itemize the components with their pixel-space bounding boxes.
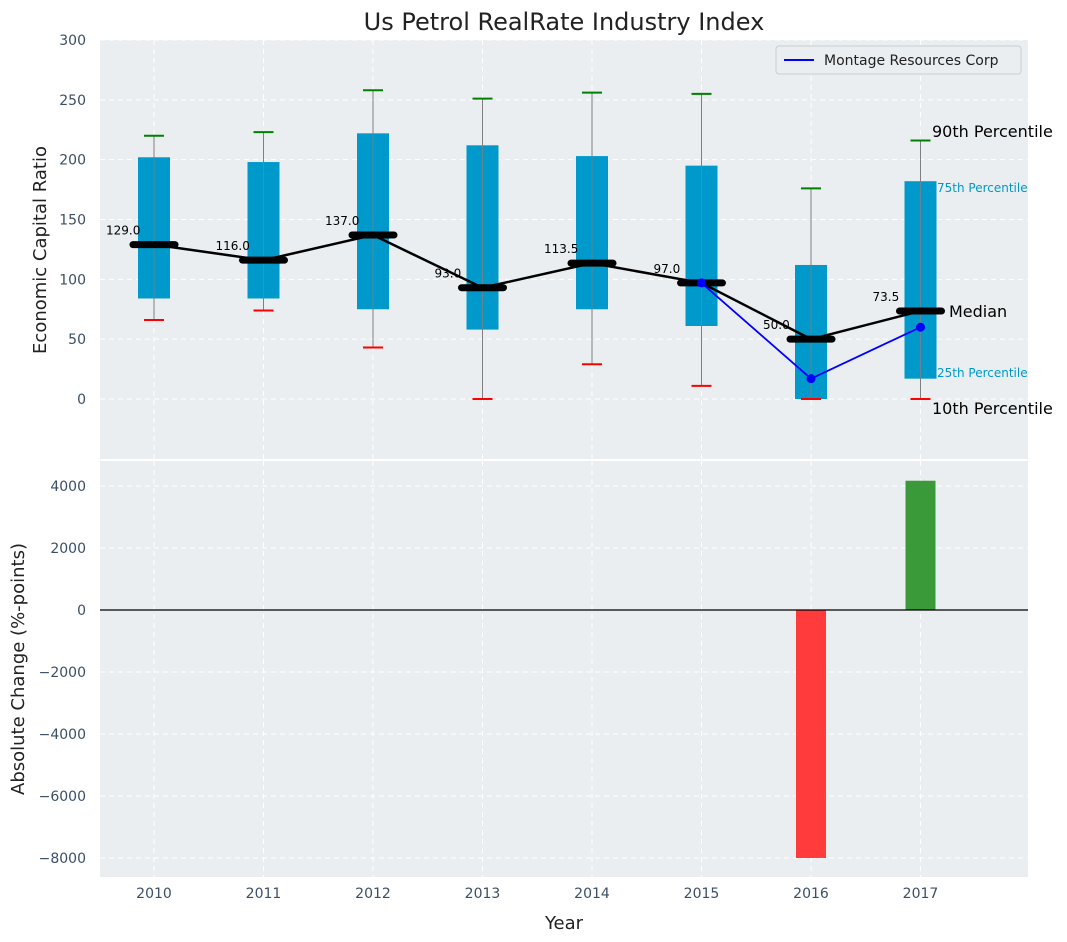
top-y-tick-label: 0 — [77, 392, 86, 408]
bottom-y-tick-label: −6000 — [39, 789, 86, 805]
change-bar — [905, 480, 936, 610]
bottom-y-tick-label: −2000 — [39, 665, 86, 681]
median-annotation: Median — [949, 302, 1007, 321]
x-axis-label: Year — [544, 913, 584, 934]
p25-annotation: 25th Percentile — [937, 366, 1028, 380]
company-point — [697, 278, 706, 288]
median-value-label: 116.0 — [216, 239, 250, 253]
top-y-tick-label: 150 — [59, 213, 86, 229]
bottom-grid — [100, 461, 1028, 877]
top-y-tick-label: 50 — [68, 332, 86, 348]
median-value-label: 129.0 — [106, 224, 140, 238]
median-value-label: 137.0 — [325, 214, 359, 228]
x-tick-label: 2017 — [903, 886, 939, 902]
bottom-y-tick-label: 2000 — [50, 541, 86, 557]
top-y-axis-label: Economic Capital Ratio — [30, 146, 51, 354]
legend-box — [775, 45, 1022, 75]
box-plot-area: 129.0 116.0 137.0 93.0 113.5 97.0 50.0 73.5 — [106, 89, 945, 400]
median-value-label: 97.0 — [654, 262, 681, 276]
median-value-label: 93.0 — [435, 267, 462, 281]
median-value-label: 50.0 — [763, 318, 790, 332]
bottom-y-axis-label: Absolute Change (%-points) — [8, 543, 29, 795]
legend: Montage Resources Corp — [775, 45, 1022, 75]
median-line — [153, 233, 921, 341]
bottom-y-tick-label: 0 — [77, 603, 86, 619]
p10-annotation: 10th Percentile — [932, 399, 1053, 418]
top-y-tick-label: 300 — [59, 33, 86, 49]
x-tick-label: 2012 — [355, 886, 391, 902]
top-y-tick-label: 100 — [59, 272, 86, 288]
change-bar — [796, 610, 826, 858]
bottom-y-tick-label: −8000 — [39, 851, 86, 867]
bar-plot-area — [100, 480, 1028, 858]
x-tick-label: 2015 — [684, 886, 720, 902]
axes-labels: 0 50 100 150 200 250 300 −8000 −6000 −4000 −2000 0 2… — [39, 33, 939, 902]
x-tick-label: 2010 — [136, 886, 172, 902]
top-y-tick-label: 250 — [59, 93, 86, 109]
company-point — [916, 322, 925, 332]
median-value-label: 113.5 — [544, 242, 578, 256]
p75-annotation: 75th Percentile — [937, 181, 1028, 195]
x-tick-label: 2016 — [793, 886, 829, 902]
median-value-label: 73.5 — [873, 290, 900, 304]
legend-company-label: Montage Resources Corp — [824, 53, 999, 69]
p90-annotation: 90th Percentile — [932, 122, 1053, 141]
company-point — [806, 374, 816, 384]
bottom-panel-background — [100, 461, 1028, 877]
x-tick-label: 2011 — [246, 886, 282, 902]
bottom-y-tick-label: −4000 — [39, 727, 86, 743]
x-tick-label: 2014 — [574, 886, 610, 902]
bottom-y-tick-label: 4000 — [50, 479, 86, 495]
top-y-tick-label: 200 — [59, 153, 86, 169]
x-tick-label: 2013 — [465, 886, 501, 902]
chart-title: Us Petrol RealRate Industry Index — [364, 8, 765, 36]
